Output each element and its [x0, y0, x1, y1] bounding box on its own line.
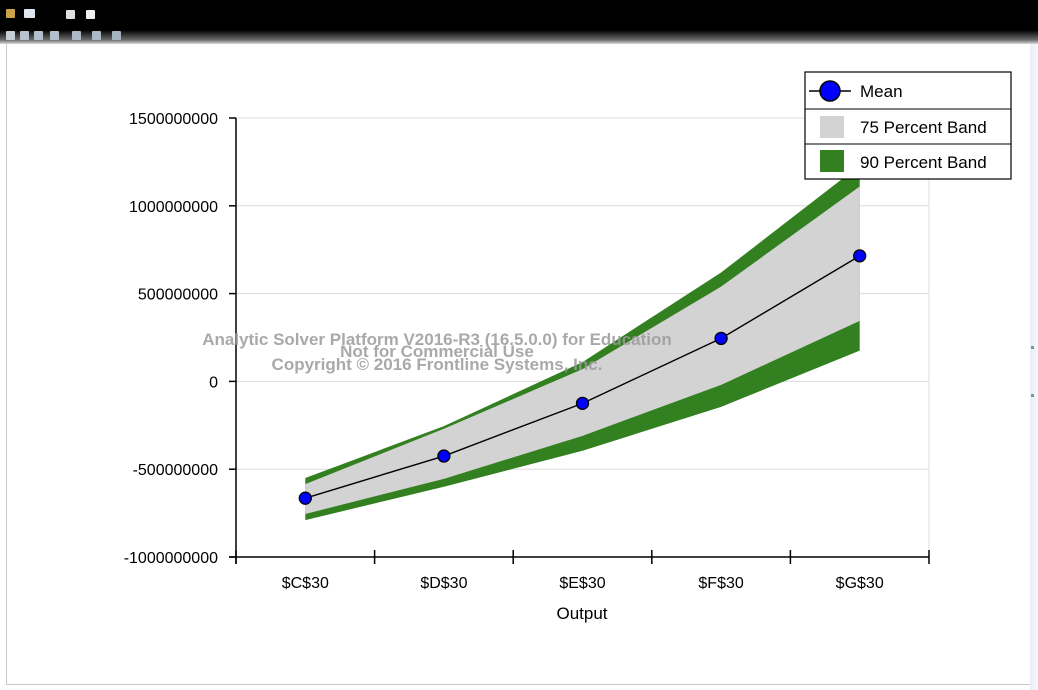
watermark: Analytic Solver Platform V2016-R3 (16.5.…: [202, 330, 672, 374]
x-tick-label: $G$30: [836, 575, 884, 592]
x-tick-label: $D$30: [420, 575, 467, 592]
y-tick-label: 0: [209, 374, 218, 391]
mean-point: [853, 249, 867, 263]
y-tick-label: 1000000000: [129, 199, 218, 216]
x-tick-label: $E$30: [559, 575, 605, 592]
legend-label-mean: Mean: [860, 82, 903, 101]
legend-swatch-75: [820, 116, 844, 138]
x-axis-title: Output: [556, 604, 607, 623]
legend-label-90: 90 Percent Band: [860, 153, 987, 172]
down-icon[interactable]: [92, 31, 101, 40]
axes: 1500000000 1000000000 500000000 0 -500000000…: [124, 111, 930, 592]
y-tick-label: 1500000000: [129, 111, 218, 128]
legend-mean-marker: [819, 80, 841, 102]
chart-icon[interactable]: [66, 10, 75, 19]
mean-series: [298, 249, 867, 505]
forward-icon[interactable]: [50, 31, 59, 40]
settings-icon[interactable]: [112, 31, 121, 40]
x-tick-label: $C$30: [282, 575, 329, 592]
legend-swatch-90: [820, 150, 844, 172]
y-tick-label: 500000000: [138, 287, 218, 304]
resize-handle[interactable]: [1030, 44, 1038, 690]
grip-icon: [1031, 394, 1034, 397]
watermark-line-3: Copyright © 2016 Frontline Systems, Inc.: [272, 355, 603, 374]
band-75-percent: [305, 186, 860, 514]
legend: Mean 75 Percent Band 90 Percent Band: [804, 71, 1012, 180]
grip-icon: [1031, 346, 1034, 349]
mean-point: [298, 491, 312, 505]
toolbar: [0, 0, 1038, 44]
legend-label-75: 75 Percent Band: [860, 118, 987, 137]
app-icon[interactable]: [6, 9, 15, 18]
y-tick-label: -500000000: [133, 462, 219, 479]
mean-point: [575, 396, 590, 411]
up-icon[interactable]: [72, 31, 81, 40]
print-icon[interactable]: [6, 31, 15, 40]
mean-point: [714, 331, 728, 346]
back-icon[interactable]: [34, 31, 43, 40]
mean-point: [437, 449, 451, 463]
save-icon[interactable]: [24, 9, 35, 18]
x-tick-label: $F$30: [698, 575, 743, 592]
y-tick-label: -1000000000: [124, 550, 218, 567]
watermark-line-1: Analytic Solver Platform V2016-R3 (16.5.…: [202, 330, 672, 349]
watermark-line-2: Not for Commercial Use: [340, 342, 534, 361]
zoom-icon[interactable]: [20, 31, 29, 40]
copy-icon[interactable]: [86, 10, 95, 19]
band-75-percent-area: [305, 186, 860, 514]
